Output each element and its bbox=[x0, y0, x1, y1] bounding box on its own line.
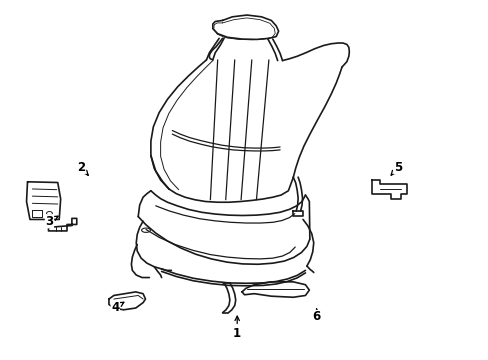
Text: 1: 1 bbox=[233, 316, 241, 340]
Text: 3: 3 bbox=[45, 215, 58, 228]
Text: 4: 4 bbox=[111, 301, 123, 314]
Text: 6: 6 bbox=[312, 309, 320, 324]
Text: 5: 5 bbox=[390, 161, 402, 175]
Text: 2: 2 bbox=[77, 161, 88, 175]
